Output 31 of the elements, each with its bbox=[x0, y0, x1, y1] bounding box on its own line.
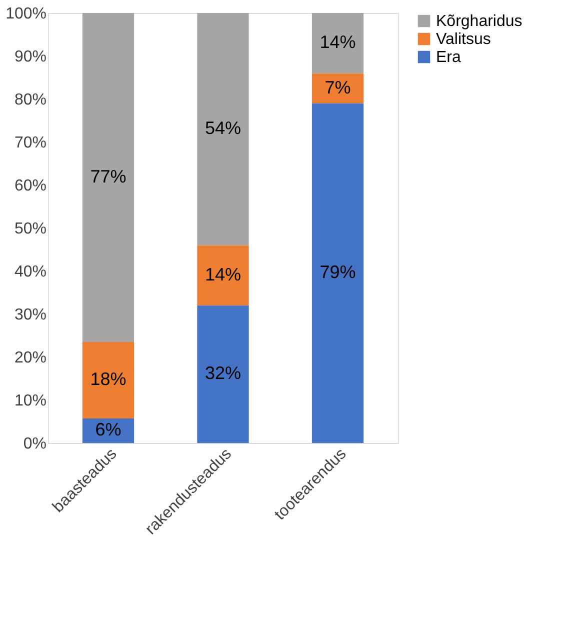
legend-label: Era bbox=[436, 49, 461, 66]
data-label: 77% bbox=[90, 166, 126, 186]
y-tick-label: 80% bbox=[14, 92, 46, 108]
data-label: 14% bbox=[204, 264, 242, 284]
bar bbox=[312, 103, 364, 443]
bar bbox=[312, 13, 364, 74]
data-label: 6% bbox=[95, 420, 122, 440]
data-label: 18% bbox=[90, 369, 126, 390]
data-label: 7% bbox=[324, 77, 351, 98]
y-tick-label: 100% bbox=[6, 6, 46, 22]
y-tick-label: 40% bbox=[14, 264, 46, 280]
data-label: 79% bbox=[320, 262, 356, 282]
bar bbox=[197, 13, 249, 246]
y-tick-label: 10% bbox=[14, 392, 46, 410]
bar bbox=[197, 245, 249, 306]
bar bbox=[312, 73, 364, 104]
legend-label: Kõrgharidus bbox=[436, 13, 522, 30]
data-label: 14% bbox=[320, 32, 356, 52]
bar bbox=[82, 342, 134, 418]
data-label: 32% bbox=[204, 363, 242, 384]
y-tick-label: 70% bbox=[14, 134, 46, 152]
y-tick-label: 20% bbox=[14, 350, 46, 366]
data-label: 54% bbox=[204, 118, 242, 138]
bar bbox=[82, 13, 134, 342]
y-tick-label: 30% bbox=[14, 306, 46, 324]
bar bbox=[197, 305, 249, 443]
y-tick-label: 0% bbox=[23, 436, 46, 452]
y-tick-label: 90% bbox=[14, 48, 46, 66]
y-tick-label: 60% bbox=[14, 178, 46, 194]
y-tick-label: 50% bbox=[14, 220, 46, 238]
legend-label: Valitsus bbox=[436, 31, 491, 48]
